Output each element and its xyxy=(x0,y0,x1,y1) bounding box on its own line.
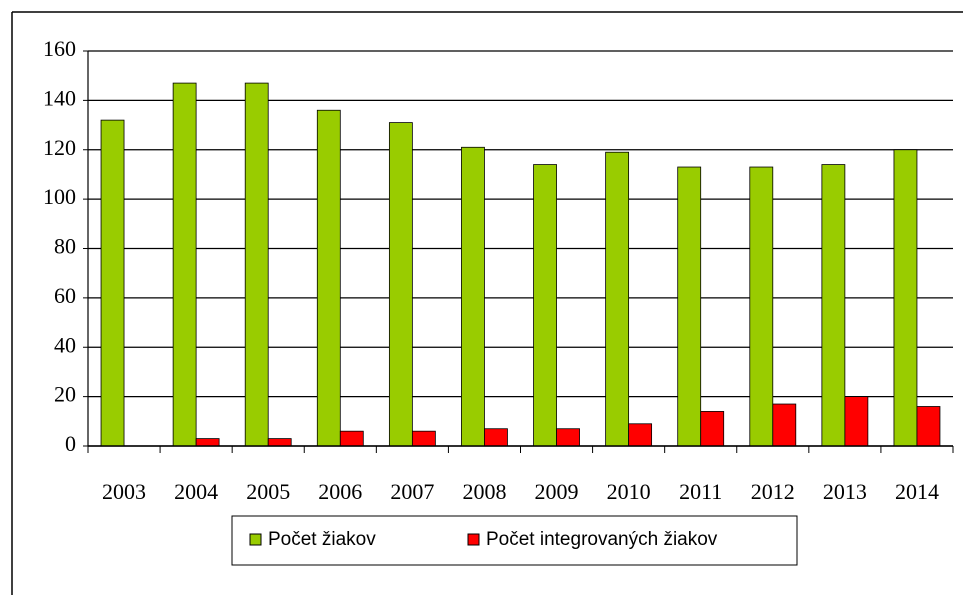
y-tick-label: 120 xyxy=(43,135,76,160)
bar xyxy=(605,151,630,447)
bar xyxy=(411,430,436,447)
legend-swatch xyxy=(467,533,480,546)
x-tick-label: 2011 xyxy=(679,479,722,504)
bar xyxy=(821,164,846,447)
x-tick-label: 2008 xyxy=(462,479,506,504)
y-tick-label: 80 xyxy=(54,234,76,259)
x-tick-label: 2014 xyxy=(895,479,939,504)
bar xyxy=(916,406,941,447)
bar xyxy=(316,109,341,447)
bar xyxy=(844,396,869,447)
bar xyxy=(244,82,269,447)
bar xyxy=(461,146,485,447)
bar xyxy=(267,438,292,447)
legend-swatch xyxy=(249,533,262,546)
bar xyxy=(749,166,774,447)
y-tick-label: 100 xyxy=(43,184,76,209)
x-tick-label: 2010 xyxy=(607,479,651,504)
x-tick-label: 2009 xyxy=(535,479,579,504)
y-tick-label: 140 xyxy=(43,85,76,110)
bar xyxy=(700,411,725,447)
x-tick-label: 2005 xyxy=(246,479,290,504)
bar xyxy=(172,82,197,447)
y-tick-label: 60 xyxy=(54,283,76,308)
y-tick-label: 160 xyxy=(43,36,76,61)
y-tick-label: 0 xyxy=(65,431,76,456)
x-tick-label: 2013 xyxy=(823,479,867,504)
bar xyxy=(533,164,557,447)
bar xyxy=(893,149,918,447)
x-tick-label: 2006 xyxy=(318,479,362,504)
legend-box xyxy=(231,515,798,566)
y-tick-label: 40 xyxy=(54,332,76,357)
bar xyxy=(772,403,797,447)
y-tick-label: 20 xyxy=(54,382,76,407)
legend-label: Počet žiakov xyxy=(268,529,376,550)
x-tick-label: 2004 xyxy=(174,479,218,504)
x-tick-label: 2007 xyxy=(390,479,434,504)
bar xyxy=(388,122,413,447)
bar xyxy=(677,166,702,447)
bar xyxy=(339,430,364,447)
bar xyxy=(195,438,220,447)
bar xyxy=(628,423,653,447)
bar xyxy=(556,428,580,447)
x-tick-label: 2003 xyxy=(102,479,146,504)
x-tick-label: 2012 xyxy=(751,479,795,504)
legend-label: Počet integrovaných žiakov xyxy=(486,529,718,550)
bar xyxy=(100,119,125,447)
bar xyxy=(484,428,508,447)
